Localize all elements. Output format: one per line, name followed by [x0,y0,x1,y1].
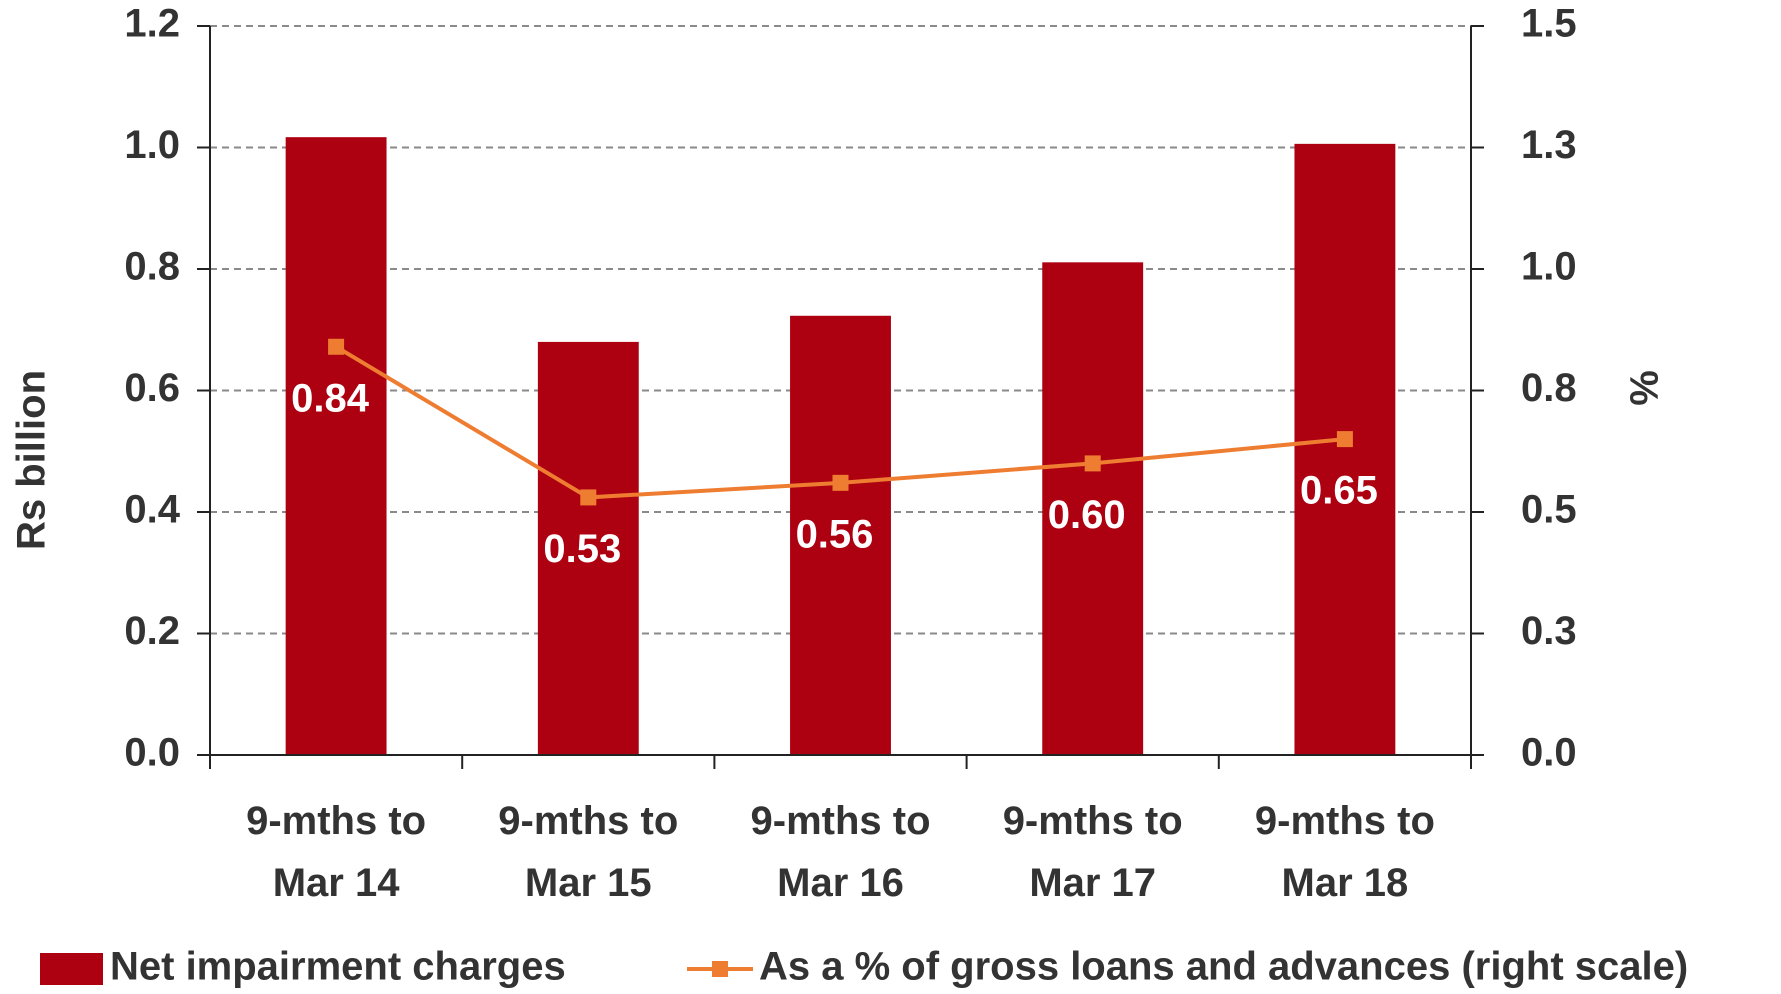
legend-label: Net impairment charges [110,945,566,989]
line-marker [580,489,597,506]
y-tick-label: 0.6 [124,366,180,410]
line-marker [1084,455,1101,472]
y-tick-label: 0.2 [124,609,180,653]
y2-tick-label: 0.0 [1521,731,1577,775]
y2-axis-title: % [1621,370,1665,406]
y-tick-label: 1.2 [124,2,180,46]
data-label: 0.60 [1048,493,1126,537]
line-marker [832,474,849,491]
y-tick-label: 0.8 [124,245,180,289]
data-label: 0.65 [1300,469,1378,513]
y-tick-label: 1.0 [124,123,180,167]
data-label: 0.56 [796,512,874,556]
y2-tick-label: 0.8 [1521,366,1577,410]
legend-label: As a % of gross loans and advances (righ… [759,945,1688,989]
x-tick-label: 9-mths to Mar 15 [498,799,678,905]
x-tick-label: 9-mths to Mar 18 [1255,799,1435,905]
y2-tick-label: 0.5 [1521,488,1577,532]
bar [537,341,639,755]
legend-swatch [40,953,103,985]
y2-tick-label: 0.3 [1521,609,1577,653]
bar [285,137,387,756]
x-tick-label: 9-mths to Mar 17 [1003,799,1183,905]
bar [1294,143,1396,756]
y2-tick-label: 1.0 [1521,245,1577,289]
bar [790,315,891,755]
y2-tick-label: 1.5 [1521,2,1577,46]
legend-swatch [712,961,728,977]
y-tick-label: 0.0 [124,731,180,775]
data-label: 0.53 [543,527,621,571]
y2-tick-label: 1.3 [1521,123,1577,167]
bar [1042,262,1144,755]
x-tick-label: 9-mths to Mar 14 [246,799,426,905]
y-axis-title: Rs billion [10,370,54,550]
data-label: 0.84 [291,376,370,420]
line-marker [328,338,345,355]
x-tick-label: 9-mths to Mar 16 [751,799,931,905]
line-marker [1336,431,1353,448]
y-tick-label: 0.4 [124,488,180,532]
